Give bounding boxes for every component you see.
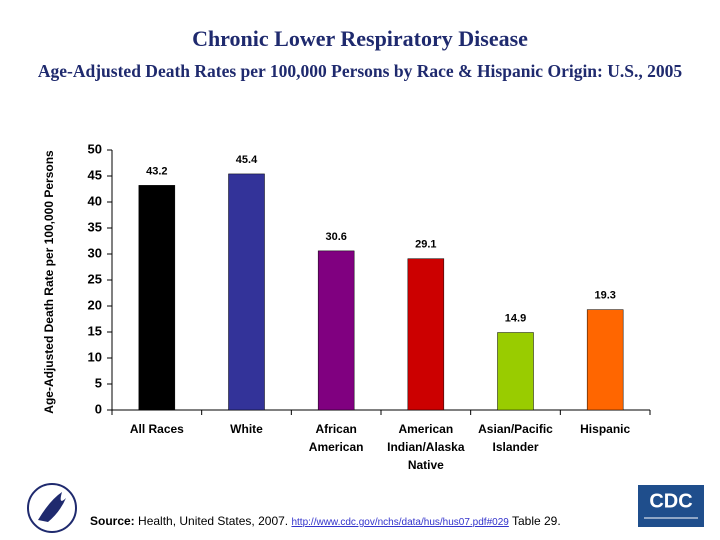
hhs-logo [27,483,77,533]
chart-subtitle: Age-Adjusted Death Rates per 100,000 Per… [37,61,683,81]
x-tick-label: White [230,422,263,436]
y-tick-label: 25 [88,271,102,286]
y-tick-label: 35 [88,219,102,234]
y-tick-label: 15 [88,323,102,338]
source-table: Table 29. [511,514,561,528]
value-label: 19.3 [594,290,615,302]
y-tick-label: 5 [95,375,102,390]
x-tick-label: All Races [129,422,184,436]
chart-title: Chronic Lower Respiratory Disease [192,26,528,51]
x-tick-label: African American [308,422,364,454]
cdc-logo: CDC [638,485,704,527]
source-text: Health, United States, 2007. [138,514,289,528]
footer: Source: Health, United States, 2007. htt… [90,514,561,528]
bar [228,173,265,411]
value-label: 43.2 [146,165,167,177]
y-tick-label: 45 [88,167,102,182]
value-label: 29.1 [415,239,436,251]
x-tick-label: Asian/Pacific Islander [478,422,553,454]
bar [497,332,534,411]
bar [407,258,445,411]
source-label: Source: [90,514,135,528]
y-axis-label: Age-Adjusted Death Rate per 100,000 Pers… [42,150,56,414]
x-tick-label: Hispanic [580,422,631,436]
bar [317,250,355,411]
y-tick-label: 0 [95,401,102,416]
x-tick-label: American Indian/Alaska Native [387,422,465,472]
source-link[interactable]: http://www.cdc.gov/nchs/data/hus/hus07.p… [291,517,509,528]
y-tick-label: 10 [88,349,102,364]
y-tick-label: 50 [88,141,102,156]
bar [586,309,624,411]
bar [138,185,176,411]
logo-text: CDC [649,490,692,512]
value-label: 30.6 [325,231,346,243]
y-tick-label: 20 [88,297,102,312]
value-label: 14.9 [505,312,526,324]
y-tick-label: 30 [88,245,102,260]
value-label: 45.4 [236,154,258,166]
y-tick-label: 40 [88,193,102,208]
